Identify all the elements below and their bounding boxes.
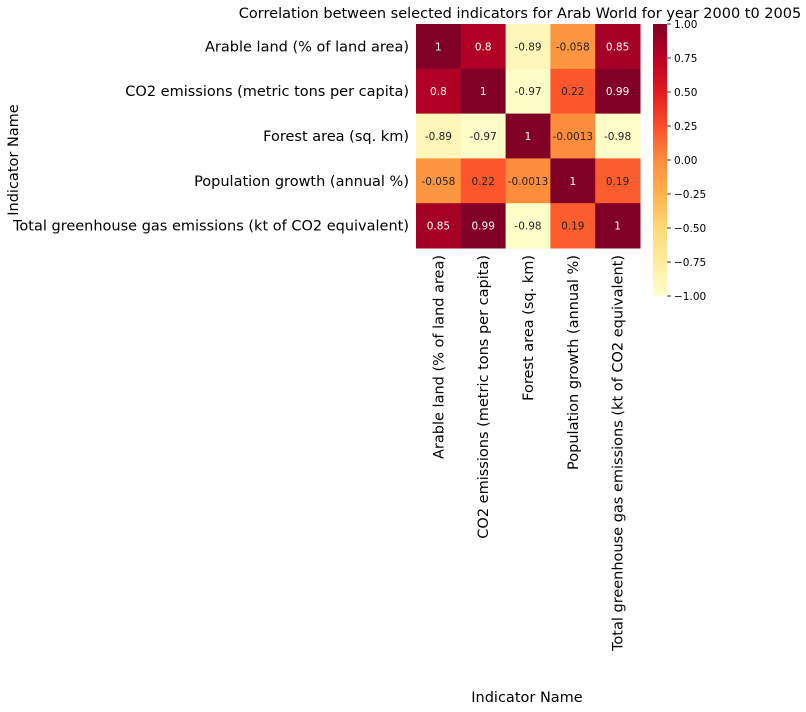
heatmap-cell (595, 68, 641, 115)
heatmap-cell (460, 24, 507, 70)
cell-value-label: 0.19 (561, 221, 584, 233)
colorbar-tick-label: −1.00 (674, 291, 706, 303)
cell-value-label: -0.97 (514, 86, 541, 98)
heatmap-cell (460, 68, 507, 115)
y-tick-label: CO2 emissions (metric tons per capita) (125, 84, 409, 100)
cell-value-label: 1 (525, 131, 532, 143)
colorbar-tick-label: −0.50 (674, 223, 706, 235)
heatmap-cells (416, 24, 641, 249)
y-tick-labels: Arable land (% of land area) CO2 emission… (12, 39, 409, 234)
x-tick-label: Arable land (% of land area) (431, 255, 447, 459)
heatmap-cell (416, 158, 462, 204)
cell-value-label: 1 (569, 176, 576, 188)
heatmap-cell (550, 203, 596, 249)
y-axis-label: Indicator Name (6, 104, 22, 216)
cell-value-label: 1 (435, 41, 442, 53)
cell-value-label: 1 (614, 221, 621, 233)
cell-value-label: -0.058 (556, 41, 590, 53)
colorbar-tick-label: 0.25 (674, 121, 697, 133)
heatmap-cell (505, 203, 551, 249)
y-tick-label: Arable land (% of land area) (205, 39, 409, 55)
cell-value-label: -0.98 (604, 131, 631, 143)
colorbar-tick-label: 1.00 (674, 19, 697, 31)
x-tick-label: Forest area (sq. km) (521, 255, 537, 401)
y-tick-label: Forest area (sq. km) (263, 129, 409, 145)
colorbar-tick-label: −0.25 (674, 189, 706, 201)
heatmap-cell (460, 158, 507, 204)
cell-value-labels: 1 0.8 -0.89 -0.058 0.85 0.8 1 -0.97 0.22 0.99 -0.8… (421, 41, 631, 232)
colorbar-tick-label: −0.75 (674, 257, 706, 269)
cell-value-label: -0.89 (425, 131, 452, 143)
cell-value-label: 0.85 (606, 41, 629, 53)
cell-value-label: 0.8 (475, 41, 492, 53)
colorbar-ticks: 1.00 0.75 0.50 0.25 0.00 −0.25 −0.50 −0.75 −1.00 (667, 19, 706, 303)
heatmap-cell (550, 113, 596, 159)
cell-value-label: 0.99 (606, 86, 629, 98)
cell-value-label: -0.0013 (508, 176, 549, 188)
cell-value-label: -0.058 (421, 176, 455, 188)
cell-value-label: -0.98 (514, 221, 541, 233)
cell-value-label: 1 (480, 86, 487, 98)
heatmap-cell (595, 24, 641, 70)
heatmap-cell (550, 68, 596, 115)
heatmap-cell (505, 68, 551, 115)
colorbar-tick-label: 0.00 (674, 155, 697, 167)
y-tick-label: Population growth (annual %) (194, 174, 409, 190)
colorbar (653, 24, 667, 296)
x-tick-label: Population growth (annual %) (566, 255, 582, 470)
heatmap-cell (550, 158, 596, 204)
heatmap-cell (595, 158, 641, 204)
heatmap-cell (416, 113, 462, 159)
colorbar-tick-label: 0.50 (674, 87, 697, 99)
cell-value-label: 0.99 (472, 221, 495, 233)
cell-value-label: 0.19 (606, 176, 629, 188)
cell-value-label: 0.85 (427, 221, 450, 233)
heatmap-cell (460, 113, 507, 159)
heatmap-cell (505, 24, 551, 70)
chart-title: Correlation between selected indicators … (239, 6, 801, 22)
heatmap-cell (595, 113, 641, 159)
y-tick-label: Total greenhouse gas emissions (kt of CO… (12, 219, 409, 235)
cell-value-label: -0.89 (514, 41, 541, 53)
cell-value-label: -0.0013 (553, 131, 594, 143)
cell-value-label: 0.8 (430, 86, 447, 98)
cell-value-label: -0.97 (470, 131, 497, 143)
x-tick-label: CO2 emissions (metric tons per capita) (476, 255, 492, 539)
cell-value-label: 0.22 (561, 86, 584, 98)
heatmap-cell (460, 203, 507, 249)
heatmap-cell (416, 24, 462, 70)
heatmap-cell (505, 113, 551, 159)
heatmap-cell (550, 24, 596, 70)
heatmap-cell (416, 203, 462, 249)
x-tick-labels: Arable land (% of land area) CO2 emission… (431, 255, 626, 652)
heatmap-cell (505, 158, 551, 204)
heatmap-cell (416, 68, 462, 115)
x-axis-label: Indicator Name (471, 690, 583, 706)
heatmap-cell (595, 203, 641, 249)
cell-value-label: 0.22 (472, 176, 495, 188)
x-tick-label: Total greenhouse gas emissions (kt of CO… (611, 255, 627, 652)
colorbar-tick-label: 0.75 (674, 53, 697, 65)
